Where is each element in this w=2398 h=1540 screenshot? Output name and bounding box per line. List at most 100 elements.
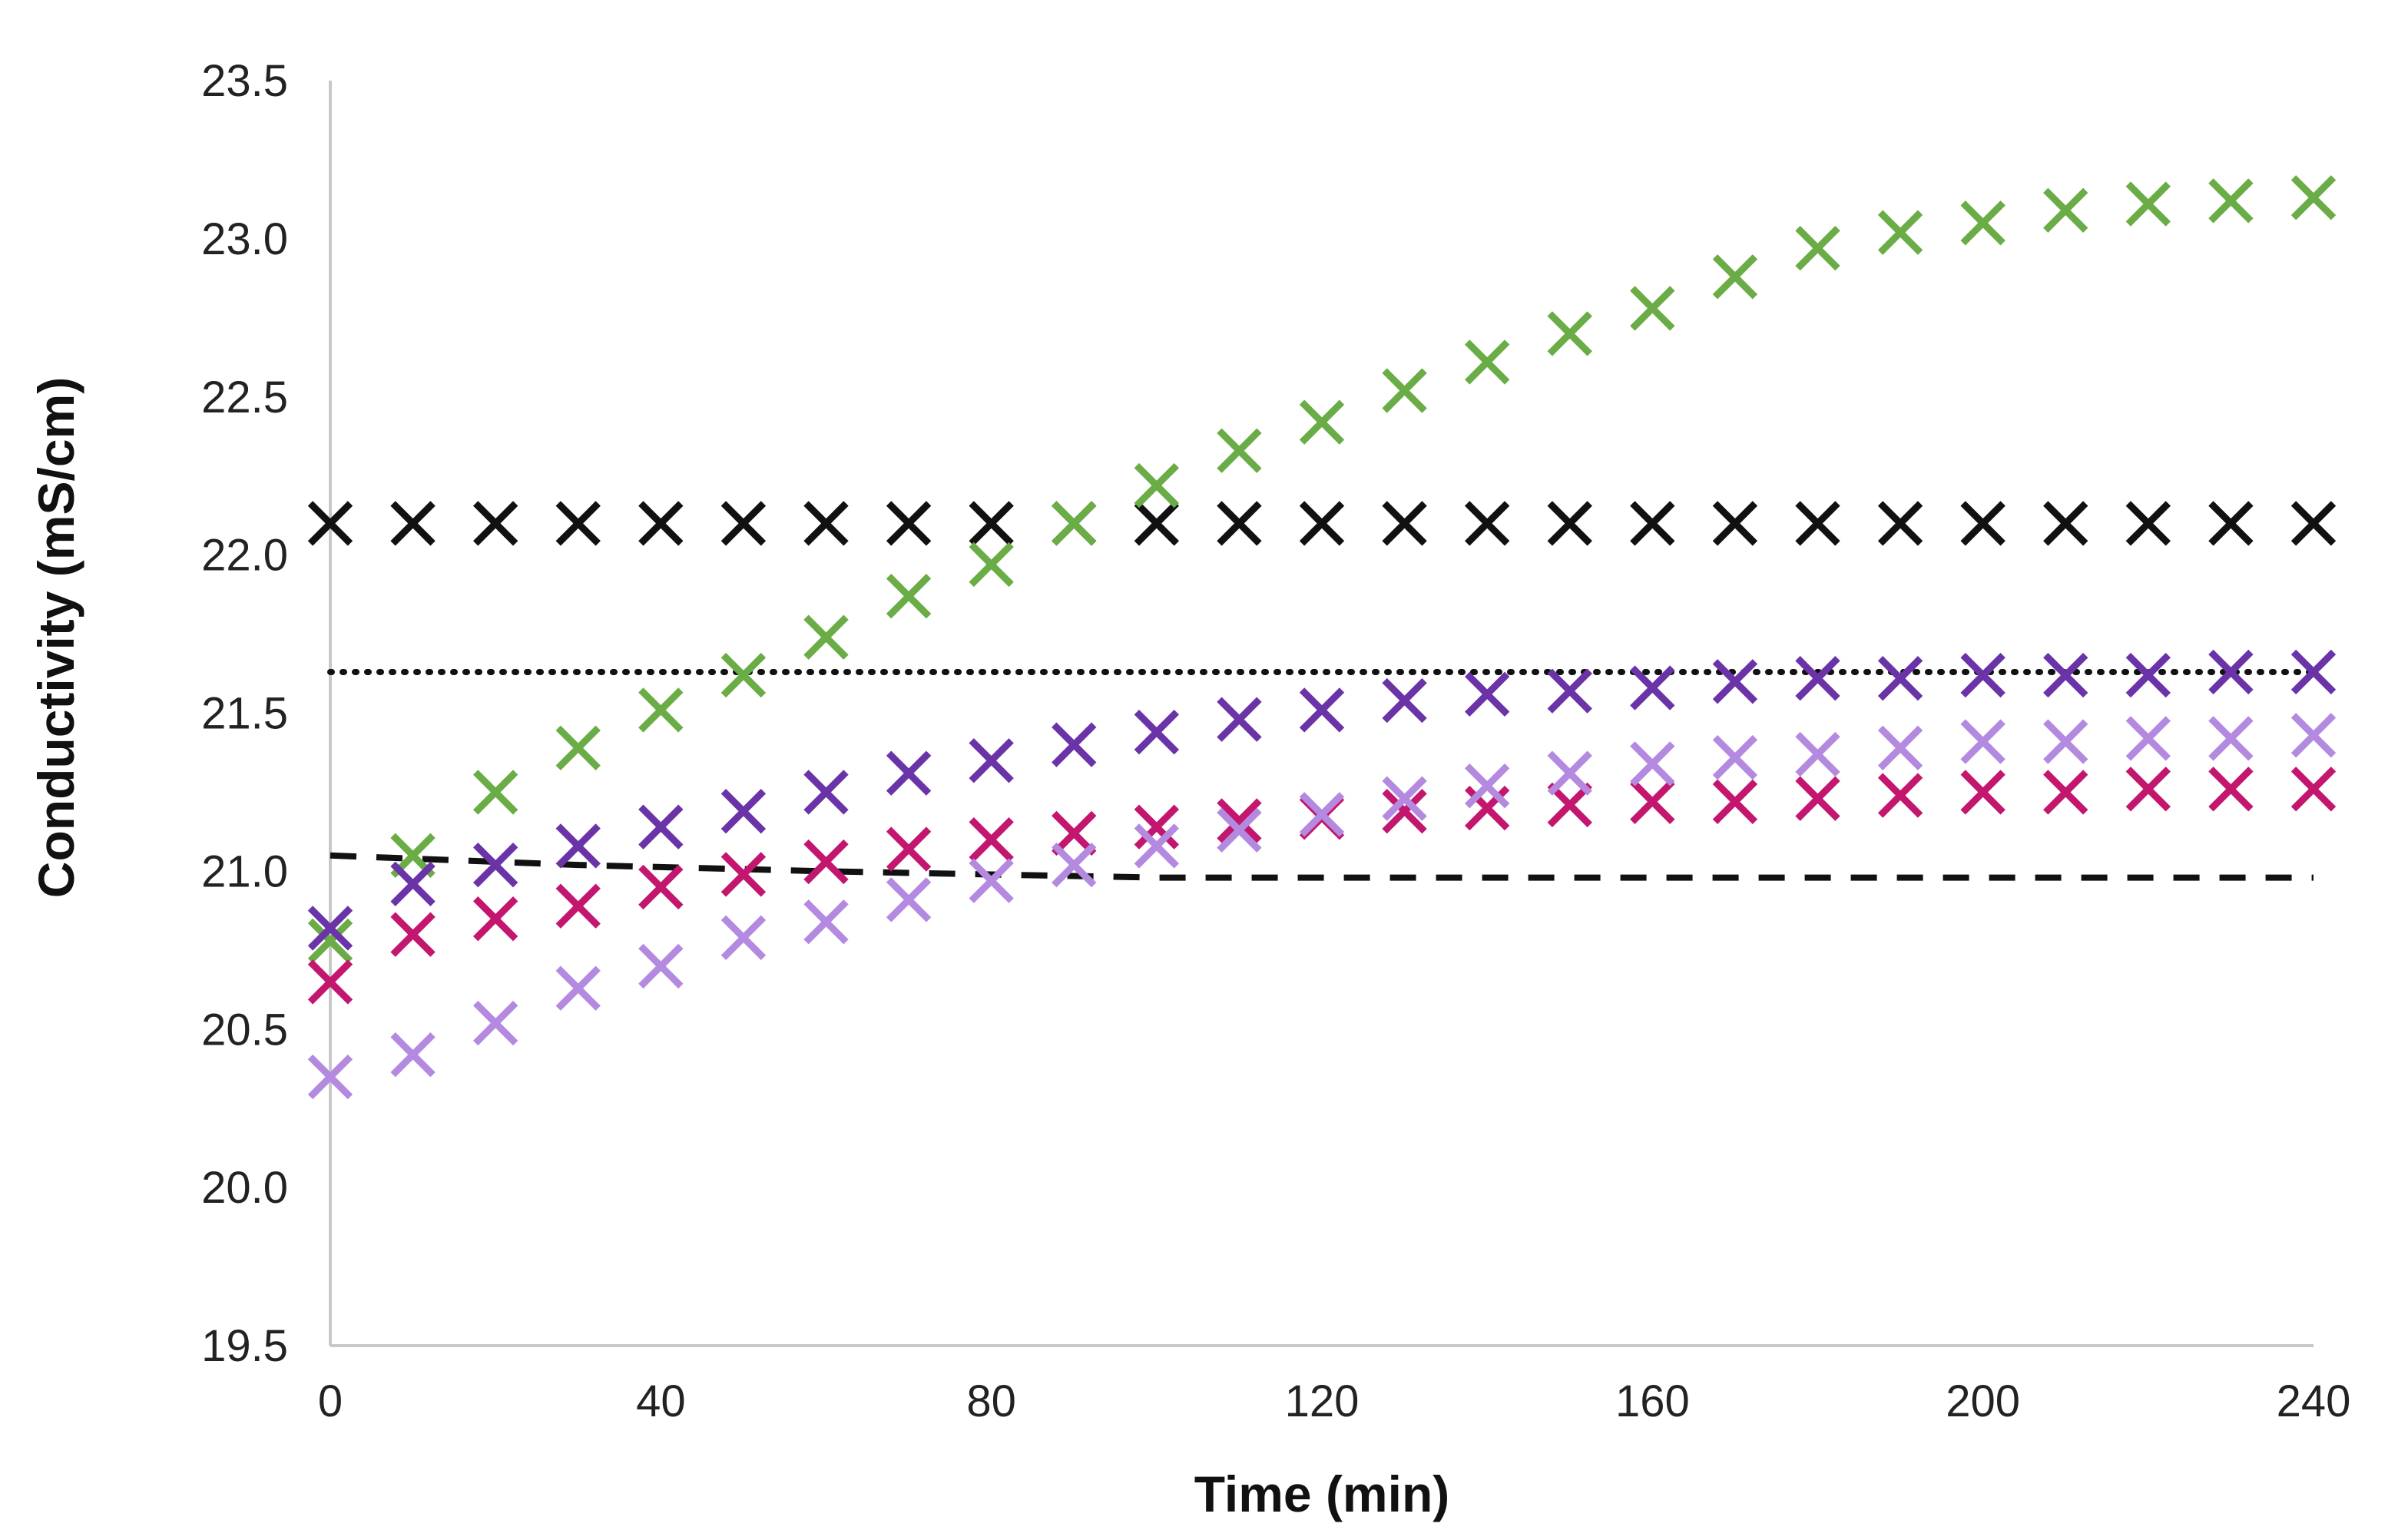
lavender-data-point bbox=[1547, 750, 1592, 796]
black-data-point bbox=[638, 501, 684, 546]
black-data-point bbox=[1134, 501, 1180, 546]
purple-data-point bbox=[1547, 668, 1592, 714]
green-data-point bbox=[2290, 175, 2337, 220]
black-data-point bbox=[2208, 501, 2254, 546]
purple-data-point bbox=[1382, 677, 1427, 724]
purple-data-point bbox=[390, 861, 436, 907]
green-data-point bbox=[2043, 187, 2088, 233]
black-data-point bbox=[1217, 501, 1262, 546]
lavender-data-point bbox=[886, 877, 932, 922]
y-tick-label: 19.5 bbox=[201, 1321, 288, 1371]
lavender-data-point bbox=[1960, 719, 2006, 764]
black-data-point bbox=[1630, 501, 1675, 546]
x-axis-title: Time (min) bbox=[1194, 1465, 1449, 1522]
lavender-data-point bbox=[1134, 823, 1180, 869]
purple-data-point bbox=[1877, 656, 1923, 701]
magenta-data-point bbox=[1712, 779, 1758, 824]
magenta-data-point bbox=[1630, 779, 1675, 824]
black-data-point bbox=[803, 501, 849, 546]
purple-data-point bbox=[307, 906, 353, 951]
purple-data-point bbox=[1299, 687, 1345, 733]
lavender-data-point bbox=[1795, 731, 1840, 777]
magenta-data-point bbox=[1382, 788, 1427, 834]
y-tick-label: 20.0 bbox=[201, 1163, 288, 1213]
black-data-point bbox=[720, 501, 767, 546]
magenta-data-point bbox=[1960, 770, 2006, 815]
purple-data-point bbox=[1630, 665, 1675, 710]
purple-data-point bbox=[2043, 652, 2088, 698]
data-markers bbox=[307, 175, 2337, 1100]
green-data-point bbox=[1217, 428, 1262, 473]
series-green bbox=[307, 175, 2337, 964]
magenta-data-point bbox=[1877, 773, 1923, 818]
lavender-data-point bbox=[2208, 716, 2254, 761]
axes bbox=[329, 81, 2314, 1347]
green-data-point bbox=[1464, 339, 1510, 385]
purple-data-point bbox=[886, 750, 932, 796]
lavender-data-point bbox=[1299, 792, 1345, 837]
lavender-data-point bbox=[1382, 776, 1427, 821]
magenta-data-point bbox=[2290, 767, 2337, 812]
y-tick-label: 23.5 bbox=[201, 56, 288, 106]
dashed-reference-line bbox=[330, 852, 2314, 881]
purple-data-point bbox=[555, 823, 601, 869]
green-data-point bbox=[1630, 286, 1675, 331]
y-tick-label: 22.5 bbox=[201, 373, 288, 422]
magenta-data-point bbox=[1217, 798, 1262, 843]
magenta-data-point bbox=[720, 852, 767, 897]
lavender-data-point bbox=[1464, 763, 1510, 809]
x-tick-label: 240 bbox=[2277, 1376, 2351, 1426]
series-lavender bbox=[307, 713, 2337, 1100]
green-data-point bbox=[886, 573, 932, 619]
series-purple bbox=[307, 649, 2337, 951]
x-tick-label: 200 bbox=[1946, 1376, 2020, 1426]
purple-data-point bbox=[1960, 652, 2006, 698]
black-data-point bbox=[1712, 501, 1758, 546]
magenta-data-point bbox=[1547, 782, 1592, 828]
black-data-point bbox=[390, 501, 436, 546]
magenta-data-point bbox=[472, 896, 518, 942]
purple-data-point bbox=[2208, 649, 2254, 695]
black-data-point bbox=[555, 501, 601, 546]
green-data-point bbox=[1299, 399, 1345, 445]
purple-data-point bbox=[1217, 697, 1262, 742]
magenta-data-point bbox=[1464, 785, 1510, 831]
magenta-data-point bbox=[2043, 770, 2088, 815]
magenta-data-point bbox=[886, 826, 932, 872]
black-data-point bbox=[1960, 501, 2006, 546]
lavender-data-point bbox=[2125, 716, 2171, 761]
black-data-point bbox=[1795, 501, 1840, 546]
black-data-point bbox=[886, 501, 932, 546]
green-data-point bbox=[803, 614, 849, 660]
magenta-data-point bbox=[555, 883, 601, 929]
lavender-data-point bbox=[307, 1054, 353, 1100]
green-data-point bbox=[1960, 200, 2006, 246]
green-data-point bbox=[969, 541, 1014, 588]
lavender-data-point bbox=[1217, 807, 1262, 853]
magenta-data-point bbox=[2208, 767, 2254, 812]
purple-data-point bbox=[1134, 710, 1180, 755]
x-tick-label: 40 bbox=[636, 1376, 686, 1426]
lavender-data-point bbox=[720, 915, 767, 961]
magenta-data-point bbox=[803, 839, 849, 885]
black-data-point bbox=[2125, 501, 2171, 546]
x-tick-label: 0 bbox=[318, 1376, 343, 1426]
black-data-point bbox=[472, 501, 518, 546]
purple-data-point bbox=[1052, 722, 1097, 767]
green-data-point bbox=[1547, 311, 1592, 356]
purple-data-point bbox=[472, 842, 518, 888]
magenta-data-point bbox=[969, 817, 1014, 863]
series-magenta bbox=[307, 767, 2337, 1005]
black-data-point bbox=[969, 501, 1014, 546]
lavender-data-point bbox=[969, 858, 1014, 903]
magenta-data-point bbox=[1795, 776, 1840, 821]
lavender-data-point bbox=[2290, 713, 2337, 758]
y-tick-labels: 19.5 20.0 20.5 21.0 21.5 22.0 22.5 23.0 23.5 bbox=[201, 56, 288, 1371]
green-data-point bbox=[1795, 226, 1840, 271]
green-data-point bbox=[1877, 210, 1923, 255]
black-data-point bbox=[2290, 501, 2337, 546]
magenta-data-point bbox=[1134, 804, 1180, 849]
purple-data-point bbox=[1795, 656, 1840, 701]
lavender-data-point bbox=[555, 965, 601, 1011]
